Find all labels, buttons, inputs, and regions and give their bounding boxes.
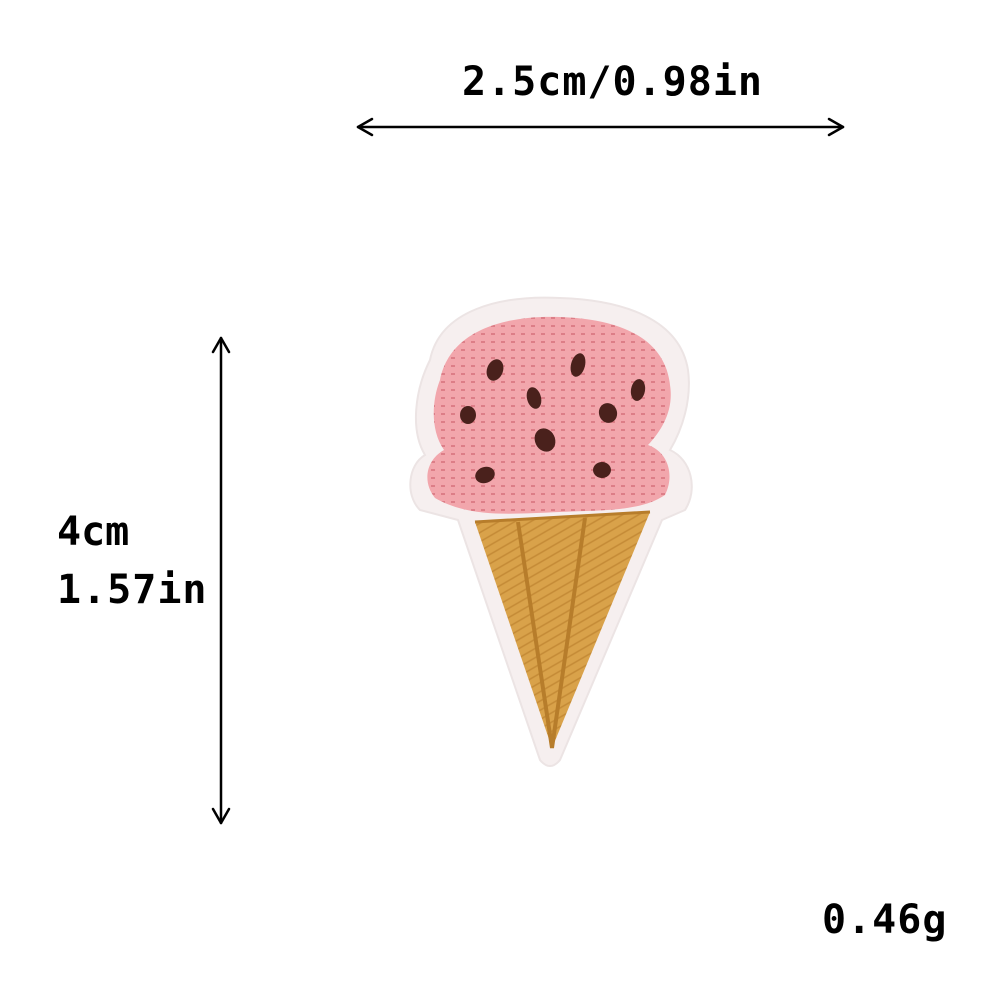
chocolate-chips — [460, 353, 646, 484]
cone — [475, 512, 650, 748]
weight-label: 0.46g — [822, 897, 948, 943]
width-dimension-label: 2.5cm/0.98in — [462, 59, 763, 105]
height-cm-label: 4cm — [57, 509, 130, 555]
height-in-label: 1.57in — [57, 567, 208, 613]
width-arrow-icon — [356, 117, 845, 137]
ice-cream-cone-patch-icon — [409, 296, 693, 767]
height-arrow-icon — [211, 336, 231, 825]
